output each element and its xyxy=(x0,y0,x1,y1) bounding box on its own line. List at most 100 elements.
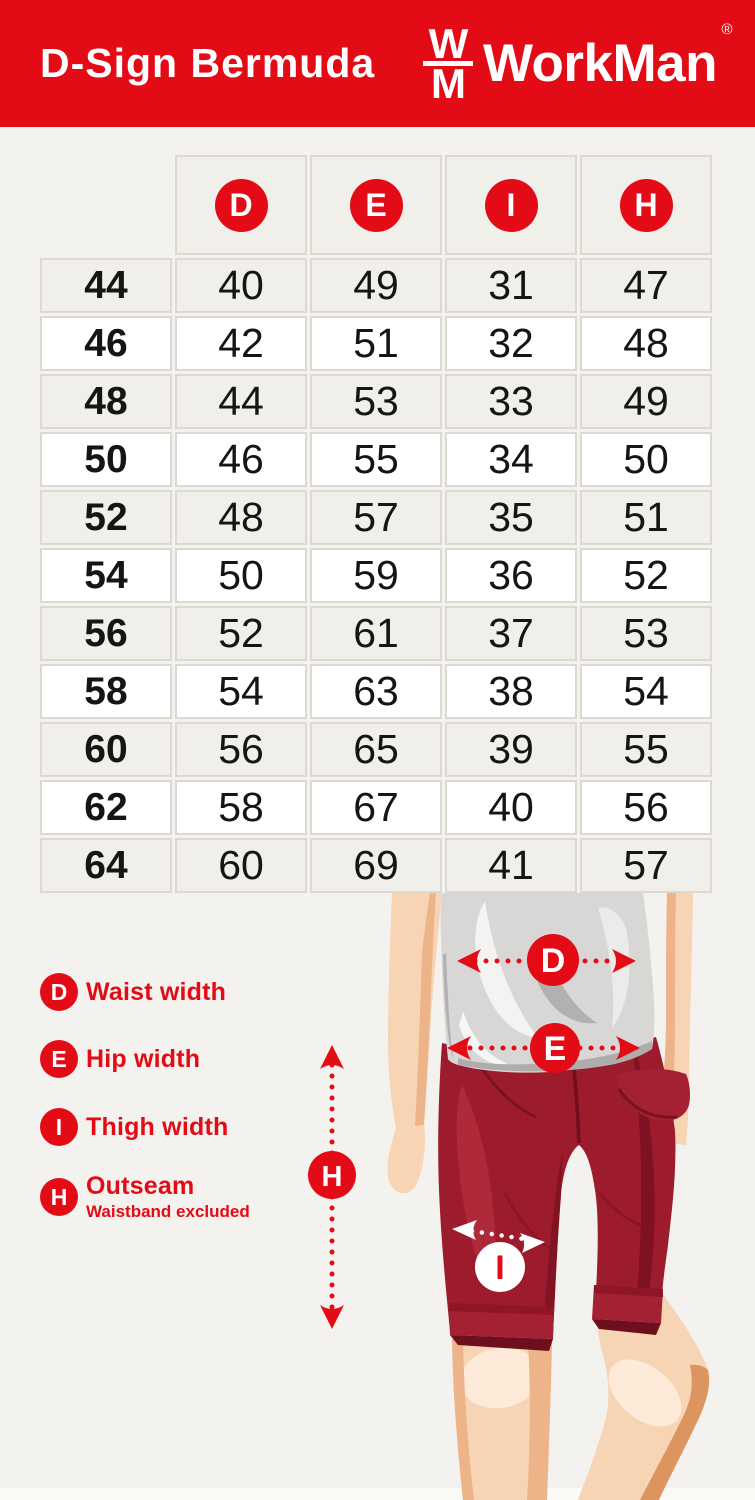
size-table-header: D E I H xyxy=(175,155,712,255)
left-arm xyxy=(387,893,442,1194)
column-letter-badge: I xyxy=(484,178,538,232)
value-cell: 51 xyxy=(310,316,442,371)
size-cell: 64 xyxy=(40,838,172,893)
value-cell: 46 xyxy=(175,432,307,487)
value-cell: 55 xyxy=(580,722,712,777)
value-cell: 31 xyxy=(445,258,577,313)
column-header-i: I xyxy=(445,155,577,255)
hip-measure-arrow: E xyxy=(447,1023,640,1073)
value-cell: 36 xyxy=(445,548,577,603)
legend-letter-badge: D xyxy=(40,973,78,1011)
legend-letter-badge: H xyxy=(40,1178,78,1216)
column-letter-badge: D xyxy=(214,178,268,232)
column-header-e: E xyxy=(310,155,442,255)
bottom-strip xyxy=(0,1488,755,1500)
value-cell: 60 xyxy=(175,838,307,893)
header-bar: D-Sign Bermuda W M WorkMan ® xyxy=(0,0,755,127)
column-header-d: D xyxy=(175,155,307,255)
value-cell: 56 xyxy=(580,780,712,835)
thigh-marker-letter: I xyxy=(495,1249,504,1287)
value-cell: 40 xyxy=(175,258,307,313)
size-cell: 52 xyxy=(40,490,172,545)
legend-item-outseam: H Outseam Waistband excluded xyxy=(40,1172,250,1222)
size-cell: 46 xyxy=(40,316,172,371)
value-cell: 53 xyxy=(580,606,712,661)
size-cell: 62 xyxy=(40,780,172,835)
value-cell: 56 xyxy=(175,722,307,777)
waist-marker-letter: D xyxy=(541,942,566,980)
outseam-marker-letter: H xyxy=(322,1161,343,1193)
value-cell: 53 xyxy=(310,374,442,429)
brand-mark-w: W xyxy=(428,19,469,67)
value-cell: 42 xyxy=(175,316,307,371)
registered-trademark: ® xyxy=(721,21,732,38)
legend-letter-badge: E xyxy=(40,1040,78,1078)
value-cell: 47 xyxy=(580,258,712,313)
value-cell: 49 xyxy=(580,374,712,429)
value-cell: 50 xyxy=(580,432,712,487)
value-cell: 69 xyxy=(310,838,442,893)
value-cell: 34 xyxy=(445,432,577,487)
size-cell: 56 xyxy=(40,606,172,661)
brand-name: WorkMan ® xyxy=(482,21,733,94)
brand-mark-m: M xyxy=(430,60,466,107)
left-leg xyxy=(452,1339,552,1500)
value-cell: 63 xyxy=(310,664,442,719)
value-cell: 55 xyxy=(310,432,442,487)
value-cell: 59 xyxy=(310,548,442,603)
value-cell: 52 xyxy=(175,606,307,661)
size-cell: 60 xyxy=(40,722,172,777)
value-cell: 40 xyxy=(445,780,577,835)
value-cell: 61 xyxy=(310,606,442,661)
figure-illustration: D E H I xyxy=(308,893,710,1500)
value-cell: 48 xyxy=(580,316,712,371)
legend-item-waist: D Waist width xyxy=(40,973,226,1011)
value-cell: 65 xyxy=(310,722,442,777)
column-letter-badge: E xyxy=(349,178,403,232)
value-cell: 67 xyxy=(310,780,442,835)
waist-measure-arrow: D xyxy=(457,934,636,986)
size-cell: 44 xyxy=(40,258,172,313)
value-cell: 52 xyxy=(580,548,712,603)
size-table-body: 44 40 49 31 47 46 42 51 32 48 48 44 53 33 49 50 46 55 34 50… xyxy=(40,258,712,893)
value-cell: 49 xyxy=(310,258,442,313)
value-cell: 33 xyxy=(445,374,577,429)
size-cell: 50 xyxy=(40,432,172,487)
value-cell: 39 xyxy=(445,722,577,777)
legend-letter-badge: I xyxy=(40,1108,78,1146)
thigh-measure-arrow: I xyxy=(452,1220,545,1292)
legend-note: Waistband excluded xyxy=(86,1202,250,1221)
value-cell: 41 xyxy=(445,838,577,893)
right-leg xyxy=(578,1290,710,1500)
legend-label: Outseam xyxy=(86,1172,195,1200)
hip-marker-letter: E xyxy=(544,1030,567,1068)
value-cell: 37 xyxy=(445,606,577,661)
legend-item-hip: E Hip width xyxy=(40,1040,200,1078)
value-cell: 35 xyxy=(445,490,577,545)
size-cell: 58 xyxy=(40,664,172,719)
column-letter-badge: H xyxy=(619,178,673,232)
column-header-h: H xyxy=(580,155,712,255)
value-cell: 50 xyxy=(175,548,307,603)
legend-label: Hip width xyxy=(86,1044,201,1073)
size-cell: 48 xyxy=(40,374,172,429)
value-cell: 38 xyxy=(445,664,577,719)
value-cell: 51 xyxy=(580,490,712,545)
bermuda-shorts xyxy=(438,1037,690,1351)
value-cell: 58 xyxy=(175,780,307,835)
legend-item-thigh: I Thigh width xyxy=(40,1108,228,1146)
brand-mark-divider xyxy=(422,61,473,66)
legend-label: Thigh width xyxy=(86,1112,229,1141)
brand-name-text: WorkMan xyxy=(482,34,718,93)
brand-mark-icon: W M xyxy=(422,19,473,107)
value-cell: 44 xyxy=(175,374,307,429)
size-cell: 54 xyxy=(40,548,172,603)
page-title: D-Sign Bermuda xyxy=(40,40,376,86)
value-cell: 57 xyxy=(580,838,712,893)
value-cell: 48 xyxy=(175,490,307,545)
outseam-measure-arrow: H xyxy=(308,1045,356,1329)
legend-label: Waist width xyxy=(86,977,227,1006)
value-cell: 32 xyxy=(445,316,577,371)
value-cell: 57 xyxy=(310,490,442,545)
